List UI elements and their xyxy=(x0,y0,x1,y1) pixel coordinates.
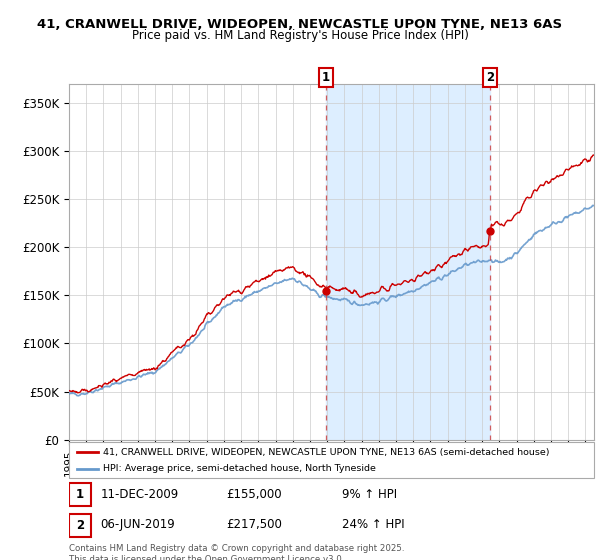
Text: 1: 1 xyxy=(322,71,330,84)
Text: Contains HM Land Registry data © Crown copyright and database right 2025.
This d: Contains HM Land Registry data © Crown c… xyxy=(69,544,404,560)
Bar xyxy=(326,84,490,440)
FancyBboxPatch shape xyxy=(69,483,91,506)
FancyBboxPatch shape xyxy=(69,514,91,536)
FancyBboxPatch shape xyxy=(69,442,594,478)
Text: 2: 2 xyxy=(485,71,494,84)
Text: 06-JUN-2019: 06-JUN-2019 xyxy=(101,519,175,531)
Text: 41, CRANWELL DRIVE, WIDEOPEN, NEWCASTLE UPON TYNE, NE13 6AS: 41, CRANWELL DRIVE, WIDEOPEN, NEWCASTLE … xyxy=(37,18,563,31)
Text: HPI: Average price, semi-detached house, North Tyneside: HPI: Average price, semi-detached house,… xyxy=(103,464,376,473)
Text: 2: 2 xyxy=(76,519,84,531)
Text: £217,500: £217,500 xyxy=(227,519,283,531)
Text: £155,000: £155,000 xyxy=(227,488,282,501)
Text: 11-DEC-2009: 11-DEC-2009 xyxy=(101,488,179,501)
Text: 1: 1 xyxy=(76,488,84,501)
Text: Price paid vs. HM Land Registry's House Price Index (HPI): Price paid vs. HM Land Registry's House … xyxy=(131,29,469,42)
Text: 41, CRANWELL DRIVE, WIDEOPEN, NEWCASTLE UPON TYNE, NE13 6AS (semi-detached house: 41, CRANWELL DRIVE, WIDEOPEN, NEWCASTLE … xyxy=(103,448,550,457)
Text: 9% ↑ HPI: 9% ↑ HPI xyxy=(342,488,397,501)
Text: 24% ↑ HPI: 24% ↑ HPI xyxy=(342,519,404,531)
